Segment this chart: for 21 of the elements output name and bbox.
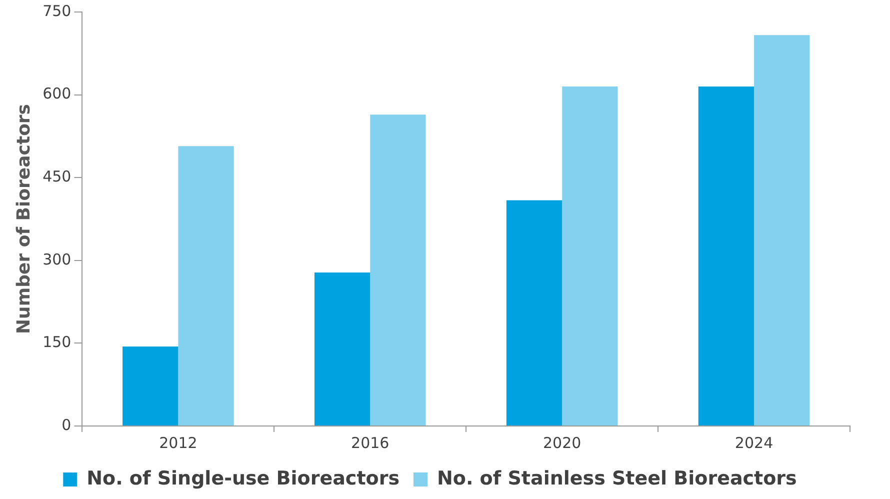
legend-label: No. of Stainless Steel Bioreactors xyxy=(437,467,797,490)
y-axis-title: Number of Bioreactors xyxy=(13,104,34,334)
x-tick-label: 2020 xyxy=(542,434,582,452)
bar xyxy=(314,272,370,426)
bar xyxy=(506,200,562,426)
y-tick-label: 450 xyxy=(42,167,72,186)
y-tick-label: 0 xyxy=(62,416,72,434)
y-tick-label: 600 xyxy=(42,84,72,103)
bar xyxy=(562,86,618,426)
bar xyxy=(754,35,810,426)
x-tick-label: 2016 xyxy=(351,434,390,452)
bar xyxy=(178,146,234,426)
bar xyxy=(370,114,426,426)
bar xyxy=(698,86,754,426)
bar xyxy=(122,346,178,426)
legend-label: No. of Single-use Bioreactors xyxy=(86,467,400,490)
x-tick-label: 2024 xyxy=(734,434,774,452)
x-tick-label: 2012 xyxy=(159,434,198,452)
y-tick-label: 750 xyxy=(42,2,72,20)
y-tick-label: 300 xyxy=(42,250,72,268)
y-tick-label: 150 xyxy=(42,333,72,352)
